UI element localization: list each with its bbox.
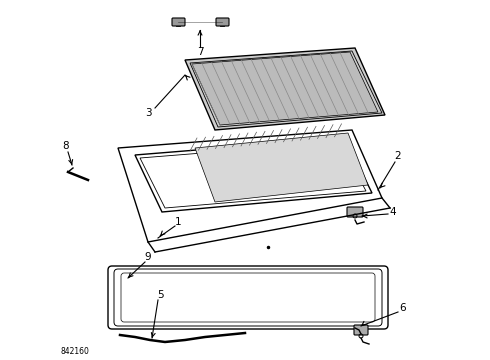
Text: 5: 5 [157, 290, 163, 300]
Text: 6: 6 [400, 303, 406, 313]
Polygon shape [195, 133, 368, 202]
Text: 8: 8 [63, 141, 69, 151]
Text: 1: 1 [175, 217, 181, 227]
Polygon shape [192, 52, 378, 125]
FancyBboxPatch shape [172, 18, 185, 26]
FancyBboxPatch shape [347, 207, 363, 217]
Polygon shape [185, 48, 385, 130]
Text: 3: 3 [145, 108, 151, 118]
FancyBboxPatch shape [216, 18, 229, 26]
Text: 4: 4 [390, 207, 396, 217]
Text: 7: 7 [196, 47, 203, 57]
Text: 9: 9 [145, 252, 151, 262]
FancyBboxPatch shape [354, 325, 368, 335]
Text: 842160: 842160 [60, 347, 89, 356]
Text: 2: 2 [394, 151, 401, 161]
